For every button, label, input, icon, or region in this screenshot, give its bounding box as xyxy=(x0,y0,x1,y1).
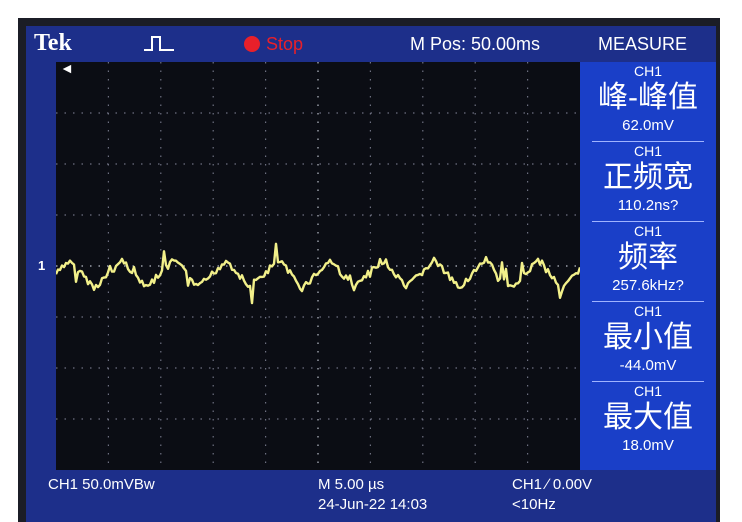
measurement-label: 峰-峰值 xyxy=(598,81,698,114)
ch1-waveform-trace xyxy=(56,242,580,305)
measurement-channel: CH1 xyxy=(633,143,662,159)
measurement-label: 频率 xyxy=(618,241,678,274)
measure-menu-title[interactable]: MEASURE xyxy=(598,34,688,54)
measurement-positive-width[interactable]: CH1 正频宽 110.2ns? xyxy=(584,144,712,222)
measurement-value: 110.2ns? xyxy=(617,197,679,214)
measurement-peak-to-peak[interactable]: CH1 峰-峰值 62.0mV xyxy=(584,64,712,142)
measure-panel: CH1 峰-峰值 62.0mV CH1 正频宽 110.2ns? CH1 频率 … xyxy=(580,62,716,470)
measurement-minimum[interactable]: CH1 最小值 -44.0mV xyxy=(584,304,712,382)
measurement-value: 257.6kHz? xyxy=(612,277,684,294)
bottom-status-bar: CH1 50.0mVBw M 5.00 µs 24-Jun-22 14:03 C… xyxy=(26,470,716,522)
measurement-label: 最小值 xyxy=(603,321,693,354)
trigger-frequency-readout: <10Hz xyxy=(512,496,556,513)
measurement-channel: CH1 xyxy=(633,223,662,239)
trigger-readout: CH1 ∕ 0.00V xyxy=(512,476,593,493)
trigger-position-marker: ◄ xyxy=(60,60,74,76)
measurement-label: 最大值 xyxy=(603,401,693,434)
measurement-value: -44.0mV xyxy=(619,357,677,374)
measurement-value: 18.0mV xyxy=(622,437,674,454)
top-status-bar: Tek Stop M Pos: 50.00ms MEASURE xyxy=(26,26,716,62)
divider xyxy=(592,141,704,142)
brand-logo: Tek xyxy=(34,30,72,56)
acquisition-status: Stop xyxy=(266,34,304,54)
stop-indicator-icon xyxy=(244,36,260,52)
measurement-frequency[interactable]: CH1 频率 257.6kHz? xyxy=(584,224,712,302)
channel-scale-readout: CH1 50.0mVBw xyxy=(48,476,155,493)
pulse-trigger-icon xyxy=(144,34,174,57)
oscilloscope-screen: Tek Stop M Pos: 50.00ms MEASURE ◄ 1 CH1 … xyxy=(26,26,716,522)
horizontal-position: M Pos: 50.00ms xyxy=(410,34,541,54)
measurement-maximum[interactable]: CH1 最大值 18.0mV xyxy=(584,384,712,462)
measurement-value: 62.0mV xyxy=(622,117,674,134)
divider xyxy=(592,381,704,382)
measurement-channel: CH1 xyxy=(633,303,662,319)
waveform-graticule xyxy=(56,62,580,470)
graticule-svg xyxy=(56,62,580,470)
channel-1-ground-marker: 1 xyxy=(38,258,46,273)
measurement-channel: CH1 xyxy=(633,63,662,79)
date-time-readout: 24-Jun-22 14:03 xyxy=(318,496,428,513)
timebase-readout: M 5.00 µs xyxy=(318,476,385,493)
measurement-label: 正频宽 xyxy=(603,161,693,194)
measurement-channel: CH1 xyxy=(633,383,662,399)
divider xyxy=(592,221,704,222)
divider xyxy=(592,301,704,302)
